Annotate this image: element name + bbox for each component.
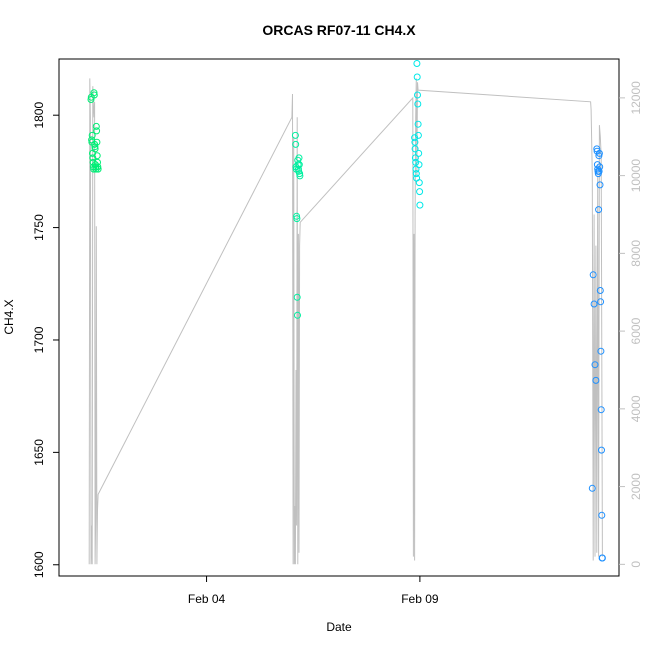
y-tick-label: 1750 — [32, 214, 46, 241]
data-point — [598, 511, 606, 519]
altitude-layer — [88, 78, 603, 565]
data-point — [414, 91, 421, 99]
y2-tick-label: 2000 — [629, 473, 643, 500]
data-point — [413, 60, 421, 67]
data-point — [416, 188, 424, 196]
x-tick-label: Feb 04 — [188, 592, 226, 606]
data-point — [598, 554, 606, 562]
data-point — [92, 165, 100, 173]
y-tick-label: 1650 — [32, 439, 46, 466]
y2-tick-label: 10000 — [629, 159, 643, 193]
data-point — [294, 311, 301, 319]
data-point — [88, 131, 96, 139]
data-point — [415, 149, 423, 157]
y-tick-label: 1800 — [32, 102, 46, 129]
data-point — [93, 152, 101, 160]
data-point — [291, 131, 299, 139]
data-point — [91, 140, 99, 148]
data-point — [591, 361, 599, 369]
series-rf10 — [588, 145, 606, 562]
y-axis-right: 0 2000 4000 6000 8000 10000 12000 — [619, 81, 643, 568]
altitude-line — [88, 78, 603, 565]
y-axis-label: CH4.X — [2, 299, 16, 334]
data-point — [593, 147, 601, 155]
chart-title: ORCAS RF07-11 CH4.X — [262, 22, 416, 38]
data-point — [597, 298, 605, 306]
y-tick-label: 1700 — [32, 326, 46, 353]
data-point — [412, 170, 420, 178]
data-point — [414, 100, 422, 108]
y-axis-left: 1600 1650 1700 1750 1800 — [32, 102, 59, 578]
data-point — [293, 293, 301, 301]
data-point — [295, 161, 303, 169]
series-rf09 — [411, 60, 424, 209]
data-point — [414, 120, 422, 128]
data-point — [411, 154, 419, 162]
data-point — [292, 140, 300, 148]
data-point — [293, 215, 301, 223]
x-axis-label: Date — [326, 620, 352, 634]
series-rf07 — [87, 89, 102, 173]
data-point — [294, 165, 302, 173]
data-point — [89, 154, 97, 162]
plot-area — [58, 58, 620, 577]
x-tick-label: Feb 09 — [401, 592, 439, 606]
data-point — [415, 161, 423, 169]
data-point — [588, 484, 596, 492]
data-point — [295, 154, 303, 162]
data-point — [597, 347, 605, 355]
data-point — [92, 122, 100, 130]
data-point — [90, 165, 98, 173]
data-point — [293, 212, 301, 220]
data-point — [90, 91, 98, 99]
data-point — [411, 145, 419, 153]
y2-tick-label: 4000 — [629, 395, 643, 422]
data-point — [91, 143, 99, 151]
points-layer — [87, 60, 606, 562]
data-point — [413, 174, 421, 182]
y2-tick-label: 12000 — [629, 81, 643, 115]
data-point — [91, 145, 99, 153]
data-point — [94, 165, 102, 173]
data-point — [596, 287, 604, 294]
data-point — [597, 406, 605, 414]
data-point — [296, 172, 304, 180]
data-point — [593, 161, 601, 169]
data-point — [93, 127, 101, 135]
data-point — [590, 300, 598, 308]
y2-tick-label: 8000 — [629, 240, 643, 267]
data-point — [411, 138, 419, 146]
data-point — [416, 201, 424, 209]
data-point — [413, 73, 421, 81]
data-point — [596, 181, 604, 189]
y2-tick-label: 0 — [629, 561, 643, 568]
data-point — [595, 167, 603, 175]
y2-tick-label: 6000 — [629, 317, 643, 344]
series-rf08 — [291, 131, 304, 319]
data-point — [595, 206, 603, 214]
y-tick-label: 1600 — [32, 551, 46, 578]
data-point — [90, 89, 98, 97]
data-point — [87, 96, 95, 103]
data-point — [589, 271, 597, 279]
data-point — [93, 138, 101, 146]
data-point — [595, 149, 603, 157]
data-point — [414, 131, 422, 139]
data-point — [94, 158, 101, 166]
data-point — [411, 134, 419, 142]
data-point — [596, 163, 604, 171]
data-point — [415, 179, 423, 187]
data-point — [598, 446, 605, 454]
x-axis: Feb 04 Feb 09 — [188, 576, 439, 606]
data-point — [296, 170, 304, 178]
data-point — [592, 376, 600, 384]
